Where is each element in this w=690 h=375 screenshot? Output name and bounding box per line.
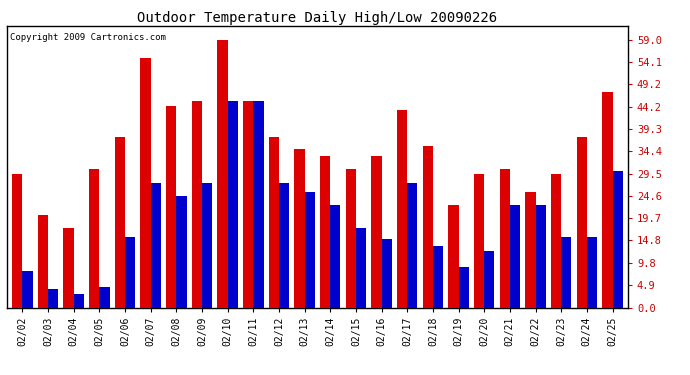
Bar: [346, 169, 356, 308]
Bar: [140, 58, 150, 308]
Bar: [407, 183, 417, 308]
Bar: [243, 101, 253, 308]
Bar: [586, 237, 597, 308]
Bar: [500, 169, 510, 308]
Bar: [484, 251, 495, 308]
Bar: [192, 101, 202, 308]
Bar: [551, 174, 561, 308]
Bar: [525, 192, 535, 308]
Bar: [331, 206, 340, 308]
Bar: [371, 156, 382, 308]
Bar: [228, 101, 238, 308]
Bar: [382, 240, 392, 308]
Bar: [217, 40, 228, 308]
Bar: [253, 101, 264, 308]
Bar: [397, 110, 407, 308]
Bar: [166, 106, 176, 308]
Bar: [268, 137, 279, 308]
Bar: [448, 206, 459, 308]
Bar: [12, 174, 22, 308]
Bar: [63, 228, 74, 308]
Bar: [295, 149, 304, 308]
Bar: [320, 156, 331, 308]
Bar: [279, 183, 289, 308]
Bar: [304, 192, 315, 308]
Bar: [125, 237, 135, 308]
Bar: [510, 206, 520, 308]
Bar: [577, 137, 586, 308]
Bar: [535, 206, 546, 308]
Bar: [356, 228, 366, 308]
Bar: [433, 246, 443, 308]
Bar: [474, 174, 484, 308]
Bar: [613, 171, 623, 308]
Bar: [602, 92, 613, 308]
Bar: [115, 137, 125, 308]
Bar: [99, 287, 110, 308]
Bar: [48, 290, 58, 308]
Bar: [74, 294, 84, 307]
Bar: [422, 147, 433, 308]
Bar: [176, 196, 186, 308]
Bar: [89, 169, 99, 308]
Title: Outdoor Temperature Daily High/Low 20090226: Outdoor Temperature Daily High/Low 20090…: [137, 11, 497, 25]
Text: Copyright 2009 Cartronics.com: Copyright 2009 Cartronics.com: [10, 33, 166, 42]
Bar: [202, 183, 213, 308]
Bar: [561, 237, 571, 308]
Bar: [459, 267, 469, 308]
Bar: [38, 214, 48, 308]
Bar: [150, 183, 161, 308]
Bar: [22, 271, 32, 308]
